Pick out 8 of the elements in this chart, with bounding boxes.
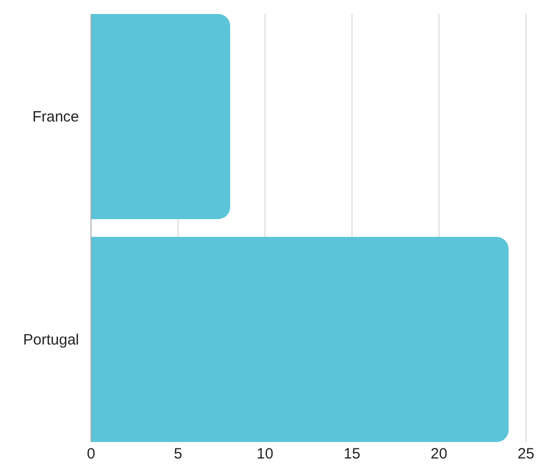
- x-tick-label: 10: [256, 446, 274, 463]
- y-tick-label: Portugal: [23, 331, 79, 348]
- y-tick-label: France: [32, 108, 79, 126]
- x-tick-label: 20: [430, 446, 448, 463]
- x-tick-label: 0: [86, 446, 96, 463]
- x-tick-label: 5: [174, 446, 182, 463]
- x-tick-label: 15: [344, 446, 360, 463]
- x-tick-label: 25: [518, 446, 534, 463]
